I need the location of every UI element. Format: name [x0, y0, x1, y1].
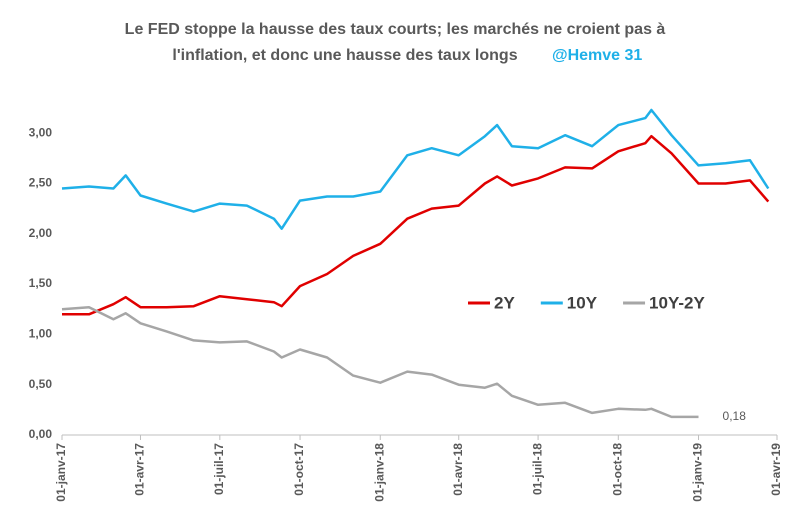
x-tick-label: 01-oct-18: [610, 443, 624, 496]
x-tick-label: 01-avr-18: [451, 443, 465, 496]
y-tick-label: 1,00: [29, 327, 53, 341]
chart-title: l'inflation, et donc une hausse des taux…: [172, 47, 517, 64]
x-tick-label: 01-avr-17: [133, 443, 147, 496]
legend-label: 2Y: [494, 293, 515, 312]
y-tick-label: 0,00: [29, 427, 53, 441]
x-tick-label: 01-janv-17: [54, 443, 68, 502]
line-series: [62, 134, 770, 316]
y-tick-label: 2,50: [29, 176, 53, 190]
x-tick-label: 01-juil-18: [530, 443, 544, 495]
y-tick-label: 1,50: [29, 276, 53, 290]
chart-title: Le FED stoppe la hausse des taux courts;…: [125, 21, 666, 38]
legend-label: 10Y: [567, 293, 598, 312]
x-tick-label: 01-oct-17: [292, 443, 306, 496]
y-tick-label: 2,00: [29, 226, 53, 240]
legend-label: 10Y-2Y: [649, 293, 705, 312]
data-label: 0,18: [723, 409, 747, 423]
x-tick-label: 01-janv-19: [691, 443, 705, 502]
annotation: @Hemve 31: [552, 47, 642, 64]
x-tick-label: 01-janv-18: [372, 443, 386, 502]
line-series: [61, 305, 699, 419]
line-series: [61, 108, 770, 230]
x-tick-label: 01-juil-17: [212, 443, 226, 495]
y-tick-label: 3,00: [29, 125, 53, 139]
y-tick-label: 0,50: [29, 377, 53, 391]
x-tick-label: 01-avr-19: [769, 443, 783, 496]
